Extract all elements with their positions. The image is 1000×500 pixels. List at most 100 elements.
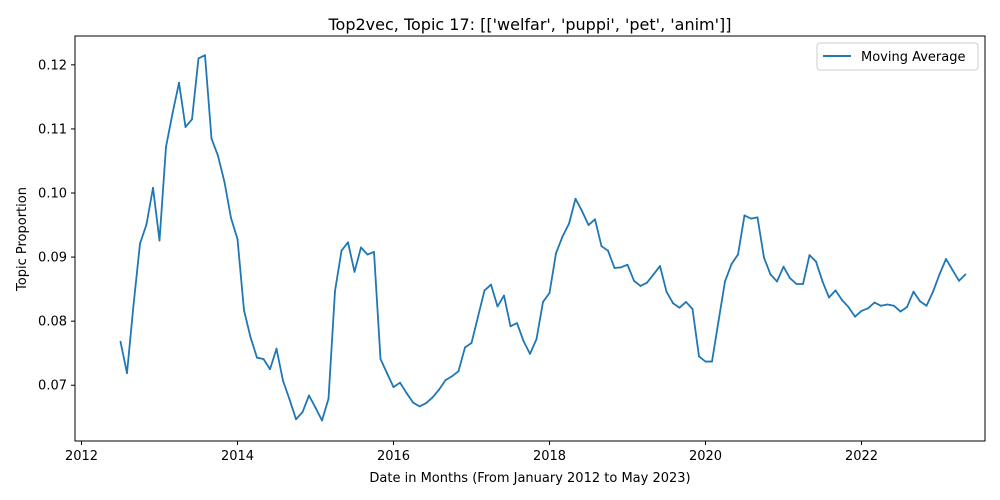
plot-frame xyxy=(74,35,986,442)
data-point xyxy=(217,154,219,157)
data-point xyxy=(256,356,258,359)
data-point xyxy=(132,304,135,307)
data-point xyxy=(750,217,752,220)
data-point xyxy=(652,273,655,276)
x-axis-ticks: 2012 2014 2016 2018 2020 2022 xyxy=(65,441,878,464)
data-point xyxy=(412,401,414,404)
data-point xyxy=(295,418,297,421)
data-point xyxy=(347,241,349,244)
y-axis-label: Topic Proportion xyxy=(15,187,30,292)
chart-title: Top2vec, Topic 17: [['welfar', 'puppi', … xyxy=(328,15,732,34)
data-point xyxy=(561,235,564,238)
data-point xyxy=(756,216,759,219)
legend-label: Moving Average xyxy=(861,50,965,65)
data-point xyxy=(581,210,583,212)
data-point xyxy=(659,265,661,267)
data-point xyxy=(197,57,200,60)
data-point xyxy=(301,411,304,414)
data-point xyxy=(776,280,778,283)
data-point xyxy=(964,273,967,276)
data-point xyxy=(886,303,889,306)
data-point xyxy=(808,254,811,257)
data-point xyxy=(152,186,154,189)
data-point xyxy=(932,290,934,293)
data-point xyxy=(743,214,746,217)
data-point xyxy=(334,290,336,292)
data-point xyxy=(828,296,830,299)
data-point xyxy=(431,396,434,399)
data-point xyxy=(899,310,902,313)
series-line-moving-average xyxy=(119,54,967,422)
data-point xyxy=(145,223,148,226)
data-point xyxy=(477,315,479,318)
data-point xyxy=(275,347,278,350)
data-point xyxy=(340,249,343,252)
data-point xyxy=(165,145,167,148)
data-point xyxy=(184,126,187,128)
data-point xyxy=(483,289,486,292)
y-tick-label: 0.09 xyxy=(38,251,67,266)
data-point xyxy=(600,245,603,248)
data-point xyxy=(945,258,947,260)
data-point xyxy=(678,306,681,309)
data-point xyxy=(704,360,707,363)
data-point xyxy=(425,402,427,405)
data-point xyxy=(919,300,921,303)
data-point xyxy=(438,388,440,391)
y-axis-ticks: 0.07 0.08 0.09 0.10 0.11 0.12 xyxy=(38,58,75,394)
data-point xyxy=(548,292,551,294)
data-point xyxy=(574,197,577,200)
data-point xyxy=(535,338,538,341)
data-point xyxy=(568,222,570,225)
data-point xyxy=(373,251,375,253)
data-point xyxy=(691,308,694,310)
data-point xyxy=(282,379,284,382)
data-point xyxy=(223,181,226,184)
data-point xyxy=(210,137,213,140)
data-point xyxy=(204,54,206,57)
data-point xyxy=(451,375,453,378)
data-point xyxy=(119,340,122,343)
data-point xyxy=(646,281,648,284)
data-point xyxy=(262,358,265,360)
data-point xyxy=(126,372,128,374)
x-tick-label: 2018 xyxy=(533,449,566,464)
data-point xyxy=(509,325,512,328)
y-tick-label: 0.07 xyxy=(38,379,67,394)
data-point xyxy=(912,290,915,293)
data-point xyxy=(139,242,141,245)
data-point xyxy=(353,270,356,273)
data-point xyxy=(158,239,161,242)
data-point xyxy=(841,299,843,301)
data-point xyxy=(171,112,174,115)
data-point xyxy=(386,372,388,374)
data-point xyxy=(711,360,713,363)
data-point xyxy=(288,398,291,401)
data-point xyxy=(873,301,876,304)
data-point xyxy=(392,386,395,389)
x-tick-label: 2022 xyxy=(845,449,878,464)
data-point xyxy=(236,238,239,241)
data-point xyxy=(698,355,700,358)
y-tick-label: 0.12 xyxy=(38,58,67,73)
data-point xyxy=(470,342,473,344)
data-point xyxy=(906,306,908,308)
data-point xyxy=(464,346,466,349)
data-point xyxy=(880,304,882,307)
y-tick-label: 0.11 xyxy=(38,122,67,137)
data-point xyxy=(737,253,739,256)
data-point xyxy=(587,224,590,226)
y-tick-label: 0.10 xyxy=(38,187,67,202)
data-point xyxy=(607,249,609,252)
data-point xyxy=(626,263,629,266)
data-point xyxy=(893,304,895,307)
data-point xyxy=(418,405,421,408)
data-point xyxy=(314,406,317,409)
data-point xyxy=(730,263,733,266)
legend: Moving Average xyxy=(816,42,979,71)
data-point xyxy=(405,392,408,394)
x-tick-label: 2016 xyxy=(377,449,410,464)
legend-box xyxy=(816,42,979,71)
data-point xyxy=(249,336,252,339)
